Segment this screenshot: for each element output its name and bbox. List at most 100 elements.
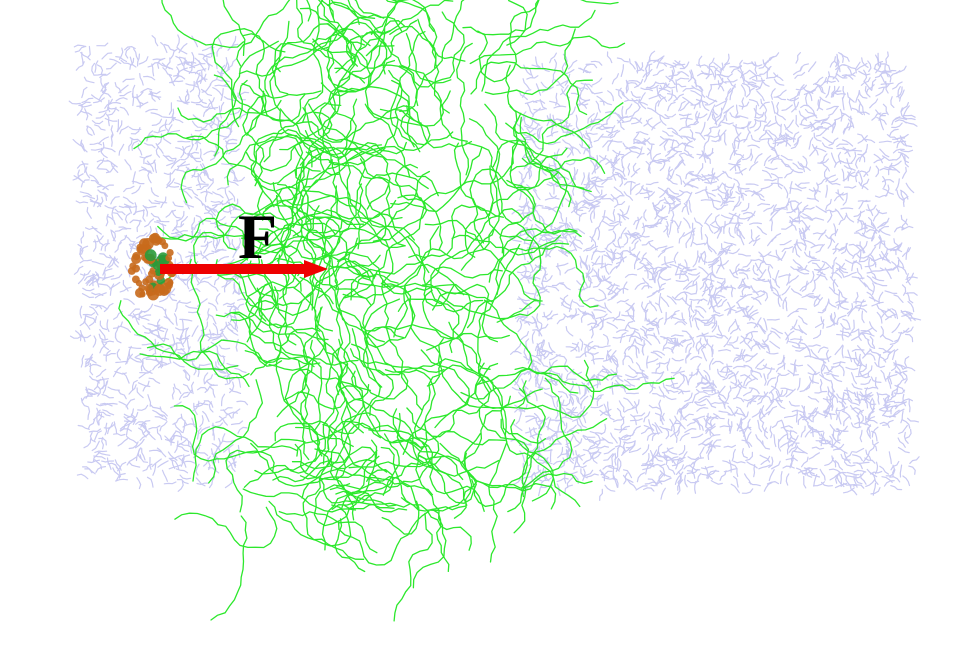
solvent-molecule <box>698 55 703 68</box>
solvent-molecule <box>646 143 653 156</box>
solvent-molecule <box>679 432 690 442</box>
solvent-molecule <box>754 111 765 119</box>
solvent-molecule <box>660 412 665 426</box>
solvent-molecule <box>625 103 633 115</box>
polymer-chain <box>417 442 478 504</box>
solvent-molecule <box>228 460 236 472</box>
solvent-molecule <box>582 435 595 442</box>
solvent-molecule <box>123 419 137 423</box>
solvent-molecule <box>711 320 718 333</box>
solvent-molecule <box>731 381 743 389</box>
solvent-molecule <box>785 388 796 398</box>
solvent-molecule <box>674 60 685 69</box>
solvent-molecule <box>800 117 810 126</box>
solvent-molecule <box>838 52 844 63</box>
solvent-molecule <box>617 457 622 470</box>
solvent-molecule <box>829 472 841 481</box>
solvent-molecule <box>522 264 527 276</box>
solvent-molecule <box>666 456 679 462</box>
solvent-molecule <box>883 69 897 73</box>
solvent-molecule <box>745 431 752 444</box>
solvent-molecule <box>590 123 601 132</box>
solvent-molecule <box>182 189 193 199</box>
solvent-molecule <box>569 380 575 393</box>
solvent-molecule <box>89 142 103 146</box>
solvent-molecule <box>605 240 616 250</box>
solvent-molecule <box>216 46 223 57</box>
solvent-molecule <box>674 291 686 299</box>
solvent-molecule <box>861 232 874 239</box>
solvent-molecule <box>690 90 702 97</box>
solvent-molecule <box>871 222 881 233</box>
solvent-molecule <box>194 57 206 65</box>
solvent-molecule <box>195 477 206 487</box>
polymer-chain <box>245 283 329 341</box>
solvent-molecule <box>902 196 909 208</box>
solvent-molecule <box>570 406 577 418</box>
solvent-molecule <box>602 140 613 148</box>
solvent-molecule <box>797 335 802 349</box>
solvent-molecule <box>176 438 188 447</box>
solvent-molecule <box>829 228 839 239</box>
solvent-molecule <box>606 321 618 329</box>
solvent-molecule <box>523 214 531 226</box>
solvent-molecule <box>178 391 189 400</box>
solvent-molecule <box>646 355 649 369</box>
solvent-molecule <box>138 314 152 319</box>
solvent-molecule <box>670 383 683 390</box>
solvent-molecule <box>594 297 607 302</box>
solvent-molecule <box>606 51 613 64</box>
solvent-molecule <box>589 431 603 435</box>
polymer-chain <box>302 107 406 247</box>
solvent-molecule <box>623 431 635 439</box>
solvent-molecule <box>867 204 874 217</box>
polymer-chain <box>193 231 288 270</box>
solvent-molecule <box>893 242 903 252</box>
solvent-molecule <box>646 358 659 364</box>
solvent-molecule <box>603 275 613 286</box>
solvent-molecule <box>164 435 175 444</box>
solvent-molecule <box>612 248 617 261</box>
solvent-molecule <box>138 310 147 319</box>
solvent-molecule <box>822 300 830 312</box>
solvent-molecule <box>149 90 156 102</box>
solvent-molecule <box>654 302 663 314</box>
polymer-chain <box>254 385 372 475</box>
solvent-molecule <box>108 258 118 268</box>
solvent-molecule <box>629 231 640 239</box>
solvent-molecule <box>703 127 712 137</box>
solvent-molecule <box>790 201 796 213</box>
solvent-molecule <box>555 92 558 106</box>
solvent-molecule <box>579 338 584 351</box>
solvent-molecule <box>711 316 716 329</box>
polymer-chain <box>389 31 426 153</box>
solvent-molecule <box>808 188 821 193</box>
solvent-molecule <box>573 228 586 235</box>
solvent-molecule <box>902 393 907 407</box>
solvent-molecule <box>891 261 900 272</box>
solvent-molecule <box>564 73 571 86</box>
solvent-molecule <box>527 168 533 180</box>
solvent-molecule <box>725 88 732 100</box>
solvent-molecule <box>857 170 869 176</box>
solvent-molecule <box>714 171 727 179</box>
solvent-molecule <box>533 472 543 482</box>
solvent-molecule <box>739 293 753 298</box>
solvent-molecule <box>224 188 230 201</box>
solvent-molecule <box>679 451 688 462</box>
polymer-chain <box>301 339 316 461</box>
solvent-molecule <box>702 271 713 280</box>
solvent-molecule <box>743 395 756 402</box>
solvent-molecule <box>522 78 530 90</box>
solvent-molecule <box>664 311 667 325</box>
solvent-molecule <box>782 296 787 310</box>
solvent-molecule <box>692 415 706 421</box>
polymer-chain <box>460 165 501 271</box>
solvent-molecule <box>664 256 670 268</box>
solvent-molecule <box>198 53 211 58</box>
solvent-molecule <box>94 292 107 299</box>
solvent-molecule <box>511 422 523 431</box>
solvent-molecule <box>860 330 872 336</box>
solvent-molecule <box>570 393 580 403</box>
solvent-molecule <box>791 101 800 113</box>
